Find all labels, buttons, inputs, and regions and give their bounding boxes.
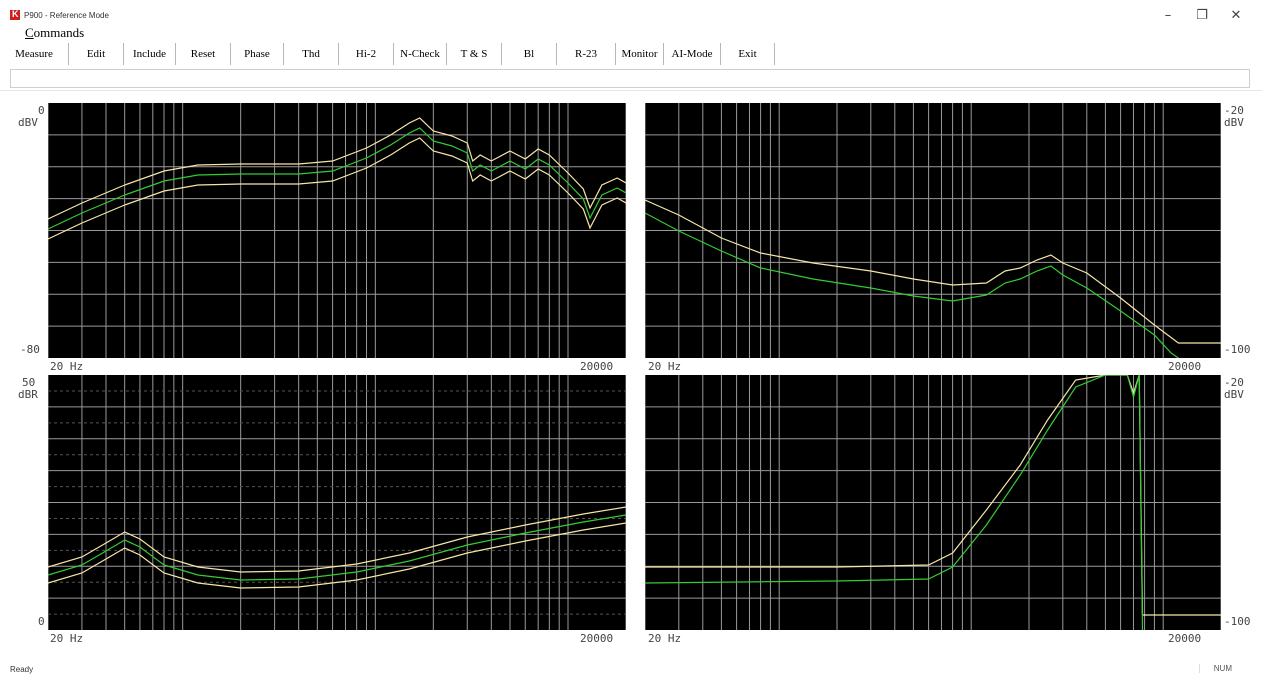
measure-button[interactable]: Measure [0,43,69,65]
plot1-x-start-label: 20 Hz [50,360,84,373]
menu-commands[interactable]: Commands [25,25,84,41]
minimize-icon[interactable]: – [1164,8,1172,23]
plot2-top-label: -20 [1224,104,1244,117]
close-icon[interactable]: ✕ [1230,8,1242,23]
measured-curve [645,375,1144,630]
plot2-x-end-label: 20000 [1168,360,1202,373]
limit-curve [645,199,1221,344]
divider [0,90,1262,91]
reset-button[interactable]: Reset [176,43,231,65]
window-title: P900 - Reference Mode [24,11,109,20]
upper-limit-curve [48,117,626,220]
plot3-bottom-label: 0 [38,615,45,628]
n-check-button[interactable]: N-Check [394,43,447,65]
plot-frequency-response-svg [48,103,626,358]
measured-curve [645,212,1179,358]
plot-impedance[interactable] [48,375,626,630]
plot-thd-svg [645,103,1221,358]
plot1-top-label: 0 [38,104,45,117]
plot-rub-buzz-svg [645,375,1221,630]
plot1-bottom-label: -80 [20,343,40,356]
edit-button[interactable]: Edit [69,43,124,65]
measured-curve [48,127,626,230]
plot4-top-label: -20 [1224,376,1244,389]
upper-limit-curve [48,506,626,573]
include-button[interactable]: Include [124,43,176,65]
phase-button[interactable]: Phase [231,43,284,65]
lower-limit-curve [48,522,626,589]
plot3-top-label: 50 [22,376,36,389]
app-logo-icon: K [10,9,20,20]
plot-thd[interactable] [645,103,1221,358]
plot1-x-end-label: 20000 [580,360,614,373]
hi2-button[interactable]: Hi-2 [339,43,394,65]
monitor-button[interactable]: Monitor [616,43,664,65]
command-input-field[interactable] [10,69,1250,88]
title-bar: K P900 - Reference Mode – ❐ ✕ [0,0,1262,24]
plot4-bottom-label: -100 [1224,615,1251,628]
plot1-unit-label: dBV [18,116,38,129]
lower-limit-curve [48,137,626,240]
ai-mode-button[interactable]: AI-Mode [664,43,721,65]
plot3-unit-label: dBR [18,388,38,401]
plot-frequency-response[interactable] [48,103,626,358]
plot2-bottom-label: -100 [1224,343,1251,356]
bl-button[interactable]: Bl [502,43,557,65]
plot4-x-start-label: 20 Hz [648,632,682,645]
num-lock-indicator: NUM [1198,664,1232,673]
thd-button[interactable]: Thd [284,43,339,65]
plot-impedance-svg [48,375,626,630]
plot2-unit-label: dBV [1224,116,1244,129]
exit-button[interactable]: Exit [721,43,775,65]
menu-commands-accel: C [25,25,34,40]
r23-button[interactable]: R-23 [557,43,616,65]
toolbar: Measure Edit Include Reset Phase Thd Hi-… [0,43,780,67]
plot4-unit-label: dBV [1224,388,1244,401]
menu-commands-label: ommands [33,25,85,40]
limit-curve [645,375,1221,616]
plot3-x-end-label: 20000 [580,632,614,645]
plot2-x-start-label: 20 Hz [648,360,682,373]
status-text: Ready [10,665,34,674]
plot-rub-buzz[interactable] [645,375,1221,630]
measured-curve [48,514,626,581]
maximize-icon[interactable]: ❐ [1196,8,1208,23]
plot4-x-end-label: 20000 [1168,632,1202,645]
ts-button[interactable]: T & S [447,43,502,65]
plot3-x-start-label: 20 Hz [50,632,84,645]
